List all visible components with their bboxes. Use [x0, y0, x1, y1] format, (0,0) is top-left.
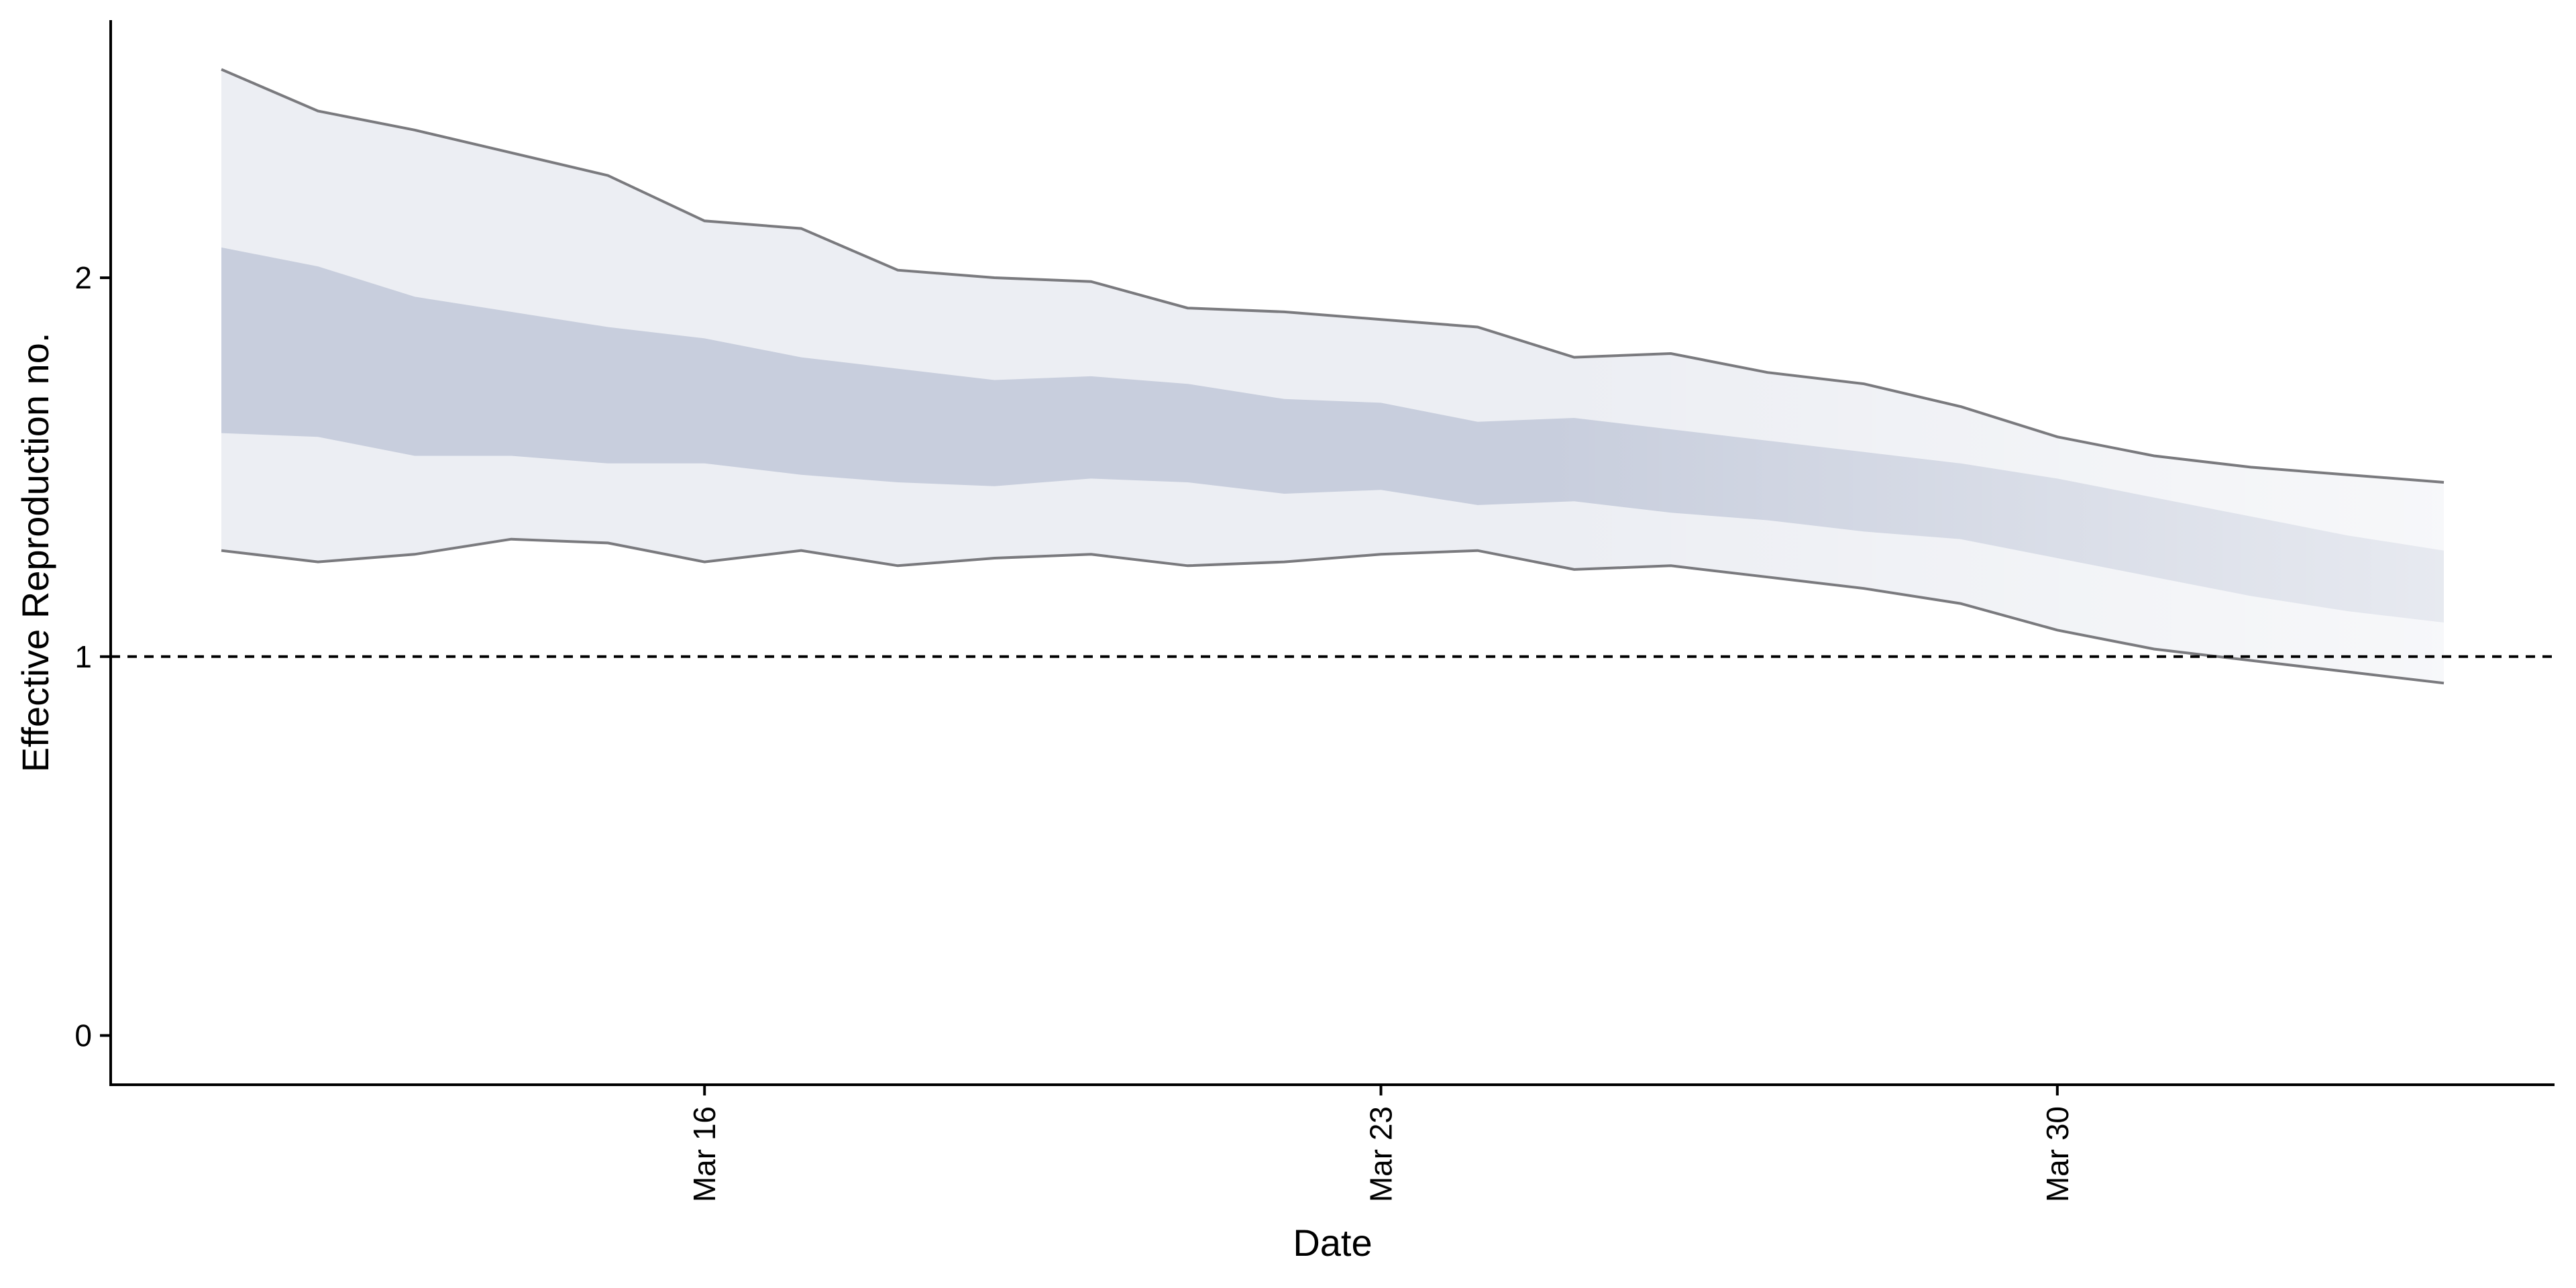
- forecast-fade-overlay: [112, 20, 2555, 1083]
- band-edges: [221, 68, 2445, 685]
- y-tick-label: 1: [74, 639, 92, 674]
- y-tick-label: 0: [74, 1018, 92, 1053]
- y-ticks: 0 1 2: [74, 260, 111, 1053]
- x-axis-title: Date: [1293, 1222, 1372, 1264]
- x-tick-label: Mar 16: [687, 1106, 722, 1202]
- x-tick-label: Mar 23: [1364, 1106, 1399, 1202]
- x-tick-label: Mar 30: [2040, 1106, 2075, 1202]
- y-tick-label: 2: [74, 260, 92, 295]
- x-ticks: Mar 16 Mar 23 Mar 30: [687, 1085, 2075, 1202]
- outer-band-upper-edge: [221, 68, 2445, 484]
- outer-band-lower-edge: [221, 537, 2445, 685]
- axes: 0 1 2 Mar 16 Mar 23 Mar 30: [74, 20, 2555, 1202]
- plot-area: [111, 20, 2555, 1083]
- y-axis-title: Effective Reproduction no.: [14, 333, 56, 773]
